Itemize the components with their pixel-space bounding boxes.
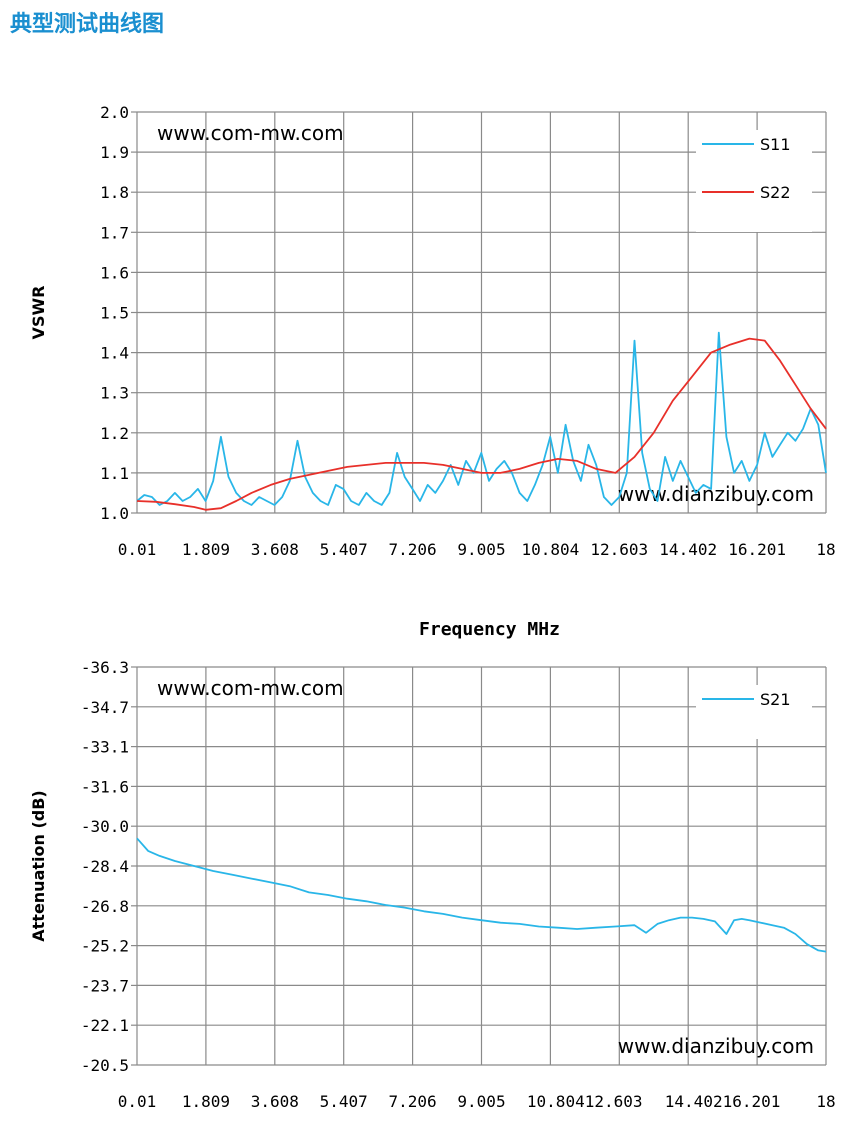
y-tick-label: -36.3 [81, 658, 129, 677]
x-tick-label: 18 [816, 1092, 835, 1111]
x-tick-label: 1.809 [182, 1092, 230, 1111]
watermark-top: www.com-mw.com [157, 676, 344, 700]
y-tick-label: -28.4 [81, 857, 129, 876]
legend-box [696, 685, 812, 739]
y-axis-title: VSWR [29, 286, 48, 340]
legend-label-s22: S22 [760, 183, 791, 202]
y-tick-label: -30.0 [81, 817, 129, 836]
y-tick-label: 1.5 [100, 304, 129, 323]
y-tick-label: -25.2 [81, 937, 129, 956]
y-tick-label: 1.0 [100, 504, 129, 523]
x-axis-title: Frequency MHz [419, 619, 560, 640]
watermark-bottom: www.dianzibuy.com [618, 1034, 814, 1058]
x-tick-label: 7.206 [389, 1092, 437, 1111]
legend-label-s21: S21 [760, 690, 791, 709]
y-tick-label: 1.2 [100, 424, 129, 443]
x-tick-label: 1.809 [182, 540, 230, 559]
series-line-s22 [136, 337, 827, 511]
legend-box [696, 130, 812, 232]
y-tick-label: 1.6 [100, 263, 129, 282]
x-tick-label: 14.40216.201 [665, 1092, 781, 1111]
y-tick-label: -31.6 [81, 777, 129, 796]
x-tick-label: 7.206 [389, 540, 437, 559]
y-tick-label: -22.1 [81, 1016, 129, 1035]
y-tick-label: -33.1 [81, 738, 129, 757]
y-tick-label: 1.4 [100, 344, 129, 363]
x-tick-label: 9.005 [457, 1092, 505, 1111]
watermark-bottom: www.dianzibuy.com [618, 482, 814, 506]
x-tick-label: 5.407 [320, 540, 368, 559]
x-tick-label: 3.608 [251, 540, 299, 559]
y-tick-label: -34.7 [81, 698, 129, 717]
attenuation-chart: -20.5 -22.1 -23.7 -25.2 -26.8 -28.4 -30.0 -31.6… [29, 658, 836, 1111]
y-tick-label: 1.8 [100, 183, 129, 202]
y-tick-label: -20.5 [81, 1056, 129, 1075]
y-tick-label: 1.7 [100, 223, 129, 242]
x-tick-label: 5.407 [320, 1092, 368, 1111]
vswr-chart: 1.0 1.1 1.2 1.3 1.4 1.5 1.6 1.7 1.8 1.9 2.0 0.01 1.8… [29, 103, 836, 640]
y-tick-label: 1.3 [100, 384, 129, 403]
y-axis-title: Attenuation (dB) [29, 790, 48, 941]
x-tick-label: 0.01 [118, 540, 157, 559]
y-tick-label: 1.1 [100, 464, 129, 483]
x-tick-label: 9.005 [457, 540, 505, 559]
series-line-s11 [136, 331, 827, 506]
x-tick-label: 14.402 [659, 540, 717, 559]
series-line-s21 [136, 837, 827, 953]
x-tick-label: 10.804 [522, 540, 580, 559]
page-title: 典型测试曲线图 [10, 12, 165, 37]
x-tick-label: 10.80412.603 [527, 1092, 643, 1111]
y-tick-label: 1.9 [100, 143, 129, 162]
legend-label-s11: S11 [760, 135, 791, 154]
y-tick-label: -26.8 [81, 897, 129, 916]
watermark-top: www.com-mw.com [157, 121, 344, 145]
x-tick-label: 18 [816, 540, 835, 559]
y-tick-label: 2.0 [100, 103, 129, 122]
x-tick-label: 16.201 [728, 540, 786, 559]
y-tick-label: -23.7 [81, 976, 129, 995]
x-tick-label: 12.603 [590, 540, 648, 559]
x-tick-label: 0.01 [118, 1092, 157, 1111]
x-tick-label: 3.608 [251, 1092, 299, 1111]
